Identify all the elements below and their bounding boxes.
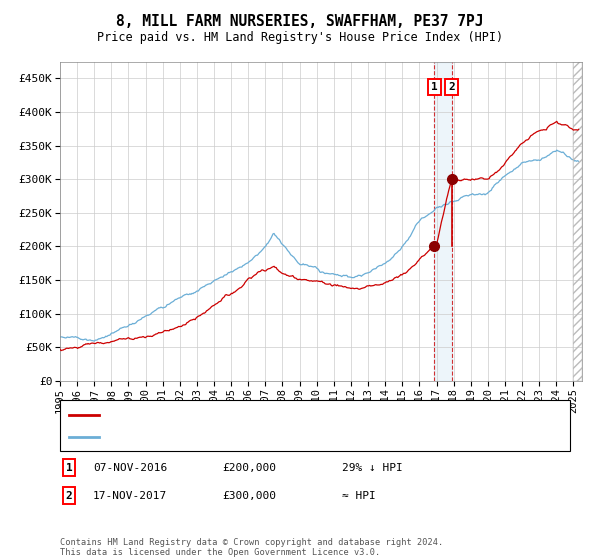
Text: ≈ HPI: ≈ HPI bbox=[342, 491, 376, 501]
Text: 17-NOV-2017: 17-NOV-2017 bbox=[93, 491, 167, 501]
Text: 1: 1 bbox=[431, 82, 437, 92]
Text: 8, MILL FARM NURSERIES, SWAFFHAM, PE37 7PJ (detached house): 8, MILL FARM NURSERIES, SWAFFHAM, PE37 7… bbox=[105, 409, 474, 419]
Text: 2: 2 bbox=[448, 82, 455, 92]
Text: 2: 2 bbox=[65, 491, 73, 501]
Text: Price paid vs. HM Land Registry's House Price Index (HPI): Price paid vs. HM Land Registry's House … bbox=[97, 31, 503, 44]
Text: 29% ↓ HPI: 29% ↓ HPI bbox=[342, 463, 403, 473]
Text: HPI: Average price, detached house, Breckland: HPI: Average price, detached house, Brec… bbox=[105, 432, 386, 442]
Text: 8, MILL FARM NURSERIES, SWAFFHAM, PE37 7PJ: 8, MILL FARM NURSERIES, SWAFFHAM, PE37 7… bbox=[116, 14, 484, 29]
Bar bbox=[434, 62, 452, 381]
Text: £300,000: £300,000 bbox=[222, 491, 276, 501]
Text: £200,000: £200,000 bbox=[222, 463, 276, 473]
Text: 07-NOV-2016: 07-NOV-2016 bbox=[93, 463, 167, 473]
Text: Contains HM Land Registry data © Crown copyright and database right 2024.
This d: Contains HM Land Registry data © Crown c… bbox=[60, 538, 443, 557]
Text: 1: 1 bbox=[65, 463, 73, 473]
